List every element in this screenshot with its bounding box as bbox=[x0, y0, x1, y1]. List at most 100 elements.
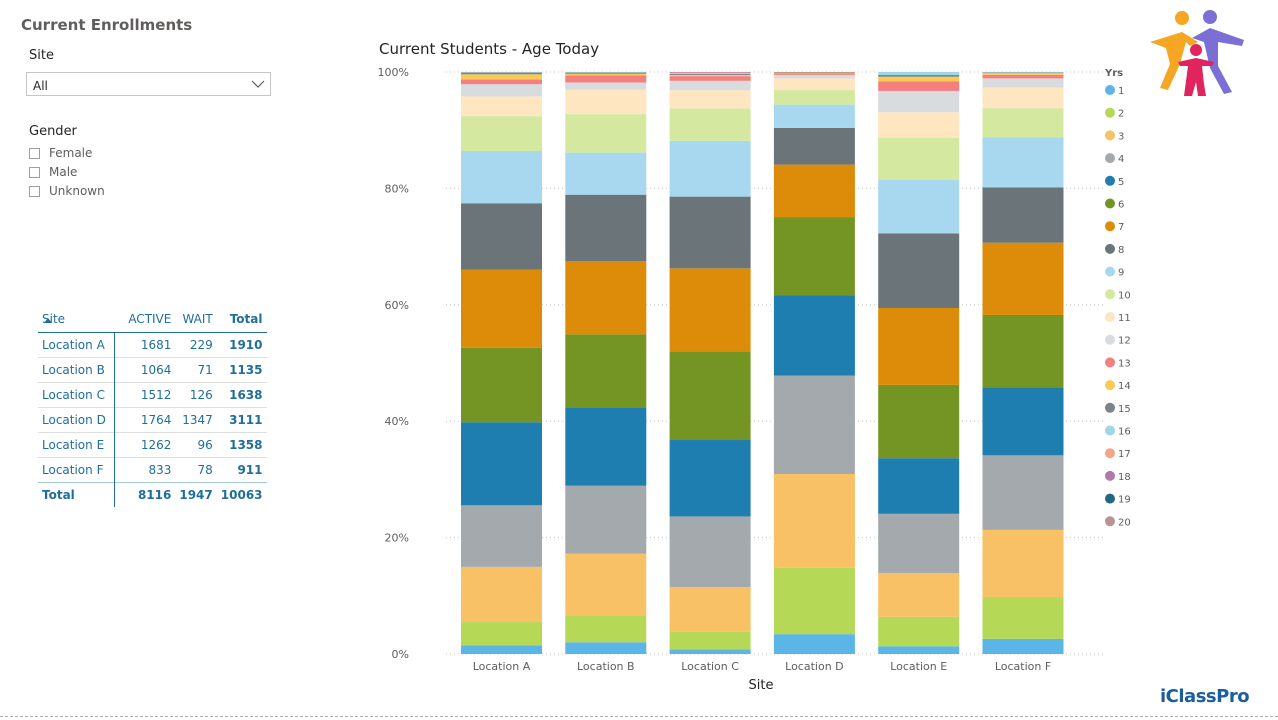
y-tick-label: 0% bbox=[392, 648, 409, 661]
row-wait: 96 bbox=[175, 432, 217, 458]
column-header-wait[interactable]: WAIT bbox=[175, 298, 217, 333]
bar-segment-age-7 bbox=[461, 269, 542, 348]
row-total: 1358 bbox=[216, 432, 267, 458]
row-active: 1512 bbox=[114, 382, 176, 408]
gender-option-unknown[interactable]: Unknown bbox=[29, 184, 105, 198]
row-wait: 229 bbox=[175, 332, 217, 358]
bar-segment-age-6 bbox=[565, 334, 647, 408]
x-tick-label: Location D bbox=[785, 660, 844, 673]
bar-segment-age-10 bbox=[878, 137, 960, 180]
legend-marker bbox=[1105, 243, 1115, 254]
bar-segment-age-7 bbox=[669, 268, 751, 352]
y-tick-label: 100% bbox=[378, 66, 409, 79]
gender-option-label: Unknown bbox=[49, 184, 105, 198]
y-tick-label: 40% bbox=[385, 415, 409, 428]
bar-segment-age-15 bbox=[565, 72, 647, 74]
bar-segment-age-16 bbox=[669, 73, 751, 74]
column-header-active[interactable]: ACTIVE bbox=[114, 298, 176, 333]
site-dropdown[interactable]: All bbox=[26, 72, 271, 96]
bar-segment-age-9 bbox=[565, 152, 647, 195]
legend-label: 3 bbox=[1118, 131, 1124, 142]
row-wait: 71 bbox=[175, 357, 217, 383]
bar-segment-age-14 bbox=[773, 72, 855, 74]
x-tick-label: Location C bbox=[681, 660, 739, 673]
bar-segment-age-11 bbox=[669, 90, 751, 109]
bar-segment-age-6 bbox=[773, 217, 855, 296]
bar-segment-age-16 bbox=[982, 72, 1064, 73]
bar-segment-age-5 bbox=[982, 387, 1064, 456]
column-header-total[interactable]: Total bbox=[216, 298, 267, 333]
table-row: Location B 1064 71 1135 bbox=[38, 357, 267, 383]
bar-segment-age-13 bbox=[461, 79, 542, 85]
x-tick-label: Location B bbox=[577, 660, 635, 673]
bar-segment-age-2 bbox=[878, 616, 960, 647]
bar-segment-age-9 bbox=[982, 137, 1064, 188]
table-row: Location D 1764 1347 3111 bbox=[38, 407, 267, 433]
legend-marker bbox=[1105, 312, 1115, 322]
gender-option-label: Female bbox=[49, 146, 93, 160]
bar-segment-age-1 bbox=[773, 634, 855, 654]
total-wait: 1947 bbox=[175, 482, 217, 507]
table-row: Location E 1262 96 1358 bbox=[38, 432, 267, 458]
bar-segment-age-12 bbox=[878, 90, 960, 113]
gender-option-female[interactable]: Female bbox=[29, 146, 92, 160]
legend-marker bbox=[1105, 85, 1115, 95]
legend-label: 18 bbox=[1118, 472, 1131, 483]
legend-label: 8 bbox=[1118, 245, 1124, 256]
legend-label: 5 bbox=[1118, 177, 1124, 188]
legend-marker bbox=[1105, 516, 1115, 527]
row-active: 1262 bbox=[114, 432, 176, 458]
legend-marker bbox=[1105, 221, 1115, 232]
total-label: Total bbox=[38, 482, 115, 507]
legend-label: 2 bbox=[1118, 109, 1124, 120]
table-row: Location F 833 78 911 bbox=[38, 457, 267, 483]
checkbox[interactable] bbox=[29, 185, 40, 197]
page-title: Current Enrollments bbox=[21, 16, 193, 34]
row-total: 1638 bbox=[216, 382, 267, 408]
bar-segment-age-11 bbox=[461, 96, 542, 117]
gender-option-male[interactable]: Male bbox=[29, 165, 77, 179]
legend-label: 19 bbox=[1118, 495, 1131, 506]
bar-segment-age-8 bbox=[565, 194, 647, 262]
bar-segment-age-14 bbox=[565, 73, 647, 76]
legend-marker bbox=[1105, 130, 1115, 141]
x-tick-label: Location E bbox=[890, 660, 947, 673]
bar-segment-age-3 bbox=[878, 572, 960, 617]
bar-segment-age-3 bbox=[565, 553, 647, 617]
legend-label: 16 bbox=[1118, 427, 1131, 438]
legend-label: 10 bbox=[1118, 290, 1131, 301]
bar-segment-age-10 bbox=[669, 108, 751, 141]
bar-segment-age-12 bbox=[565, 82, 647, 90]
bar-segment-age-13 bbox=[565, 75, 647, 83]
bar-segment-age-12 bbox=[773, 74, 855, 79]
bar-segment-age-2 bbox=[669, 631, 751, 650]
bar-segment-age-12 bbox=[461, 84, 542, 97]
y-tick-label: 20% bbox=[385, 532, 409, 545]
bar-segment-age-15 bbox=[461, 72, 542, 75]
gender-option-label: Male bbox=[49, 165, 78, 179]
legend-marker bbox=[1105, 175, 1115, 186]
legend-label: 14 bbox=[1118, 381, 1131, 392]
bar-segment-age-1 bbox=[982, 638, 1064, 654]
bar-segment-age-7 bbox=[878, 307, 960, 385]
bar-segment-age-6 bbox=[878, 384, 960, 459]
column-header-site[interactable]: Site bbox=[38, 298, 115, 333]
y-tick-label: 60% bbox=[385, 299, 409, 312]
brand-logo-text: iClassPro bbox=[1160, 686, 1250, 707]
legend-title: Yrs bbox=[1104, 68, 1123, 79]
x-axis-label: Site bbox=[749, 678, 774, 693]
bar-segment-age-15 bbox=[669, 73, 751, 75]
row-site: Location F bbox=[38, 457, 115, 483]
site-dropdown-value: All bbox=[33, 79, 48, 93]
checkbox[interactable] bbox=[29, 147, 40, 159]
legend-marker bbox=[1105, 266, 1115, 277]
bar-segment-age-1 bbox=[878, 646, 960, 654]
x-tick-label: Location A bbox=[473, 660, 531, 673]
row-active: 833 bbox=[114, 457, 176, 483]
bar-segment-age-8 bbox=[669, 196, 751, 269]
legend-marker bbox=[1105, 153, 1115, 164]
legend-label: 4 bbox=[1118, 154, 1124, 165]
row-wait: 1347 bbox=[175, 407, 217, 433]
checkbox[interactable] bbox=[29, 166, 40, 178]
